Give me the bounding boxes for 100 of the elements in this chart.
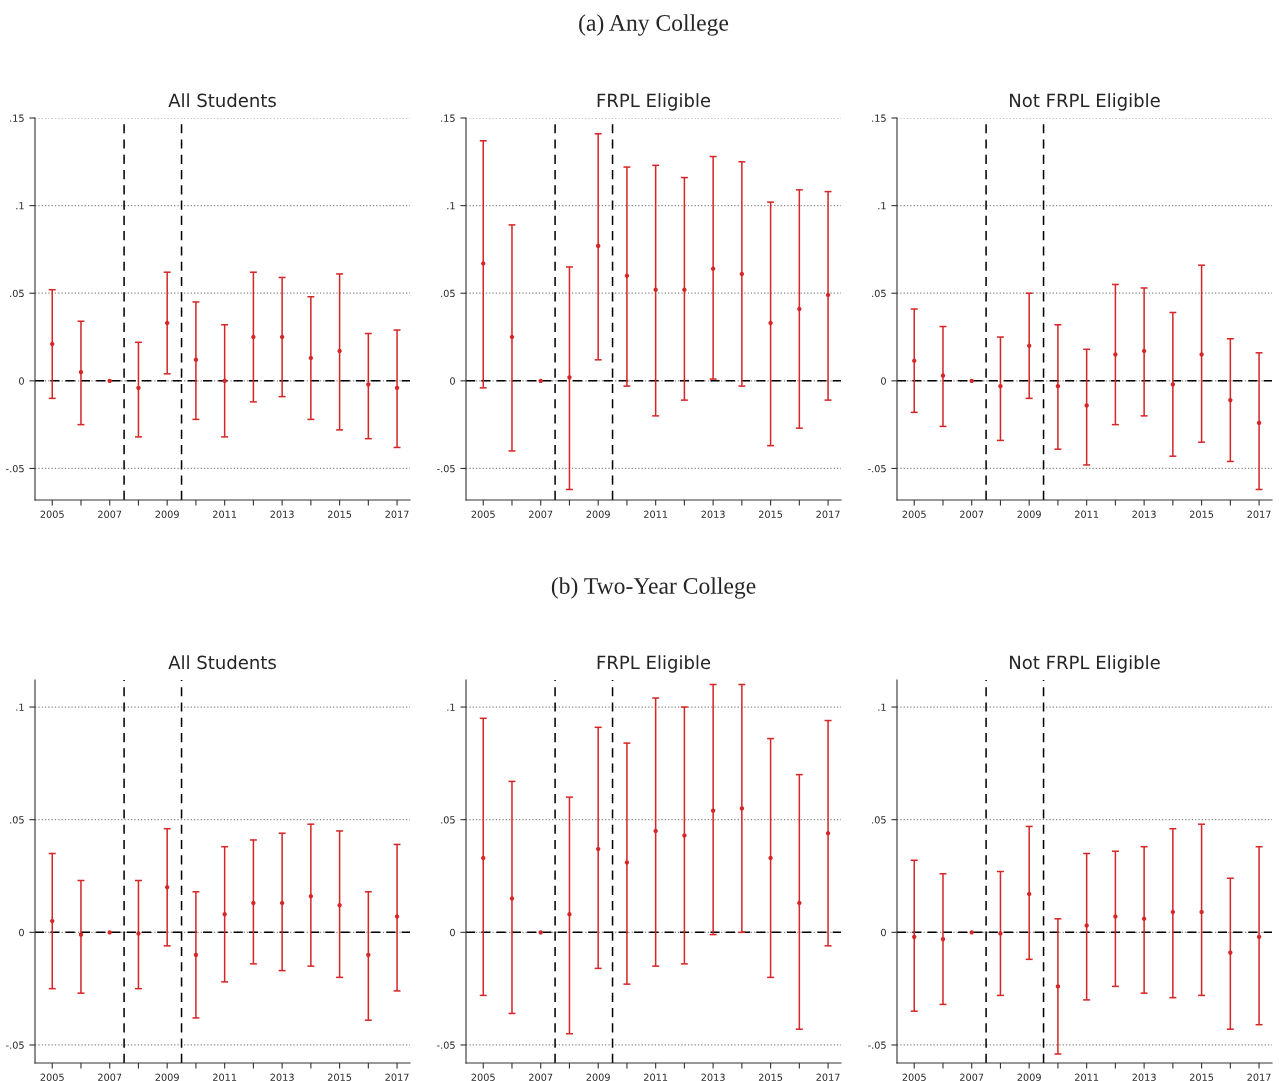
y-tick-label: -.05 [868, 464, 886, 473]
x-tick-label: 2005 [471, 1073, 495, 1081]
y-tick-label: -.05 [437, 1041, 455, 1049]
point [624, 273, 630, 278]
x-tick-label: 2015 [758, 510, 783, 518]
x-tick-label: 2015 [327, 510, 352, 518]
x-tick-label: 2009 [1017, 510, 1041, 518]
y-tick-label: .05 [872, 816, 886, 824]
x-tick-label: 2013 [701, 510, 725, 518]
point [595, 243, 601, 249]
y-tick-label: .1 [447, 703, 455, 711]
chart-title: All Students [168, 93, 276, 108]
point [1055, 984, 1061, 989]
point [366, 952, 371, 958]
point [768, 855, 773, 861]
x-tick-label: 2013 [701, 1073, 725, 1081]
point [193, 952, 199, 958]
point [481, 261, 486, 266]
point [538, 930, 543, 935]
point [825, 831, 831, 836]
point [940, 373, 946, 378]
y-tick-label: -.05 [6, 1041, 24, 1049]
chart-title: Not FRPL Eligible [1010, 655, 1160, 673]
point [279, 334, 285, 340]
x-tick-label: 2011 [213, 510, 237, 518]
point [567, 375, 572, 380]
point [1084, 923, 1089, 928]
x-tick-label: 2015 [758, 1073, 783, 1081]
x-tick-label: 2017 [816, 510, 840, 518]
point [1026, 891, 1032, 897]
y-tick-label: .05 [441, 816, 455, 824]
point [1199, 352, 1204, 357]
point [107, 378, 112, 384]
point [78, 932, 84, 937]
point [912, 934, 917, 940]
point [682, 287, 687, 292]
x-tick-label: 2015 [1189, 1073, 1214, 1081]
chart-subtitle: (b) Two-Year College [551, 577, 756, 599]
point [653, 828, 658, 834]
point [1055, 383, 1061, 389]
y-tick-label: -.05 [868, 1041, 886, 1049]
point [969, 930, 974, 935]
chart-title: FRPL Eligible [597, 93, 711, 111]
x-tick-label: 2017 [1247, 1073, 1271, 1081]
point [337, 903, 342, 908]
point [710, 808, 716, 813]
x-tick-label: 2013 [270, 510, 294, 518]
point [394, 914, 400, 919]
y-tick-label: .1 [16, 202, 24, 210]
x-tick-label: 2007 [98, 1073, 122, 1081]
x-tick-label: 2007 [529, 510, 553, 518]
point [940, 936, 946, 942]
x-tick-label: 2013 [1132, 1073, 1156, 1081]
point [50, 341, 55, 347]
y-tick-label: .05 [872, 289, 886, 298]
x-tick-label: 2009 [586, 510, 610, 518]
x-tick-label: 2011 [644, 510, 668, 518]
x-tick-label: 2007 [529, 1073, 553, 1081]
point [509, 896, 515, 901]
x-tick-label: 2009 [1017, 1073, 1041, 1081]
point [538, 378, 543, 384]
y-tick-label: -.05 [6, 464, 24, 473]
y-tick-label: .15 [872, 114, 886, 122]
point [595, 846, 601, 852]
x-tick-label: 2015 [1189, 510, 1214, 518]
y-tick-label: .15 [441, 114, 455, 122]
point [682, 833, 687, 838]
point [1199, 909, 1204, 915]
point [998, 931, 1003, 936]
x-tick-label: 2013 [270, 1073, 294, 1081]
point [222, 378, 227, 384]
chart-subtitle: (a) Any College [579, 14, 729, 36]
point [912, 358, 917, 363]
point [251, 900, 256, 906]
point [739, 806, 745, 811]
point [1141, 348, 1147, 354]
point [1256, 934, 1262, 940]
x-tick-label: 2005 [40, 510, 64, 518]
x-tick-label: 2009 [155, 510, 179, 518]
x-tick-label: 2007 [960, 1073, 984, 1081]
point [50, 918, 55, 924]
point [1113, 352, 1118, 357]
x-tick-label: 2007 [960, 510, 984, 518]
chart-title: FRPL Eligible [597, 655, 711, 673]
point [1228, 950, 1233, 955]
point [394, 385, 400, 391]
x-tick-label: 2009 [586, 1073, 610, 1081]
y-tick-label: 0 [881, 377, 886, 385]
point [710, 266, 716, 271]
y-tick-label: .05 [441, 289, 455, 298]
x-tick-label: 2013 [1132, 510, 1156, 518]
point [193, 357, 199, 363]
point [797, 306, 802, 312]
point [136, 931, 141, 936]
y-tick-label: 0 [881, 928, 886, 937]
point [1228, 397, 1233, 403]
x-tick-label: 2005 [902, 510, 926, 518]
point [1170, 382, 1176, 387]
point [308, 894, 314, 899]
y-tick-label: .1 [16, 703, 24, 711]
